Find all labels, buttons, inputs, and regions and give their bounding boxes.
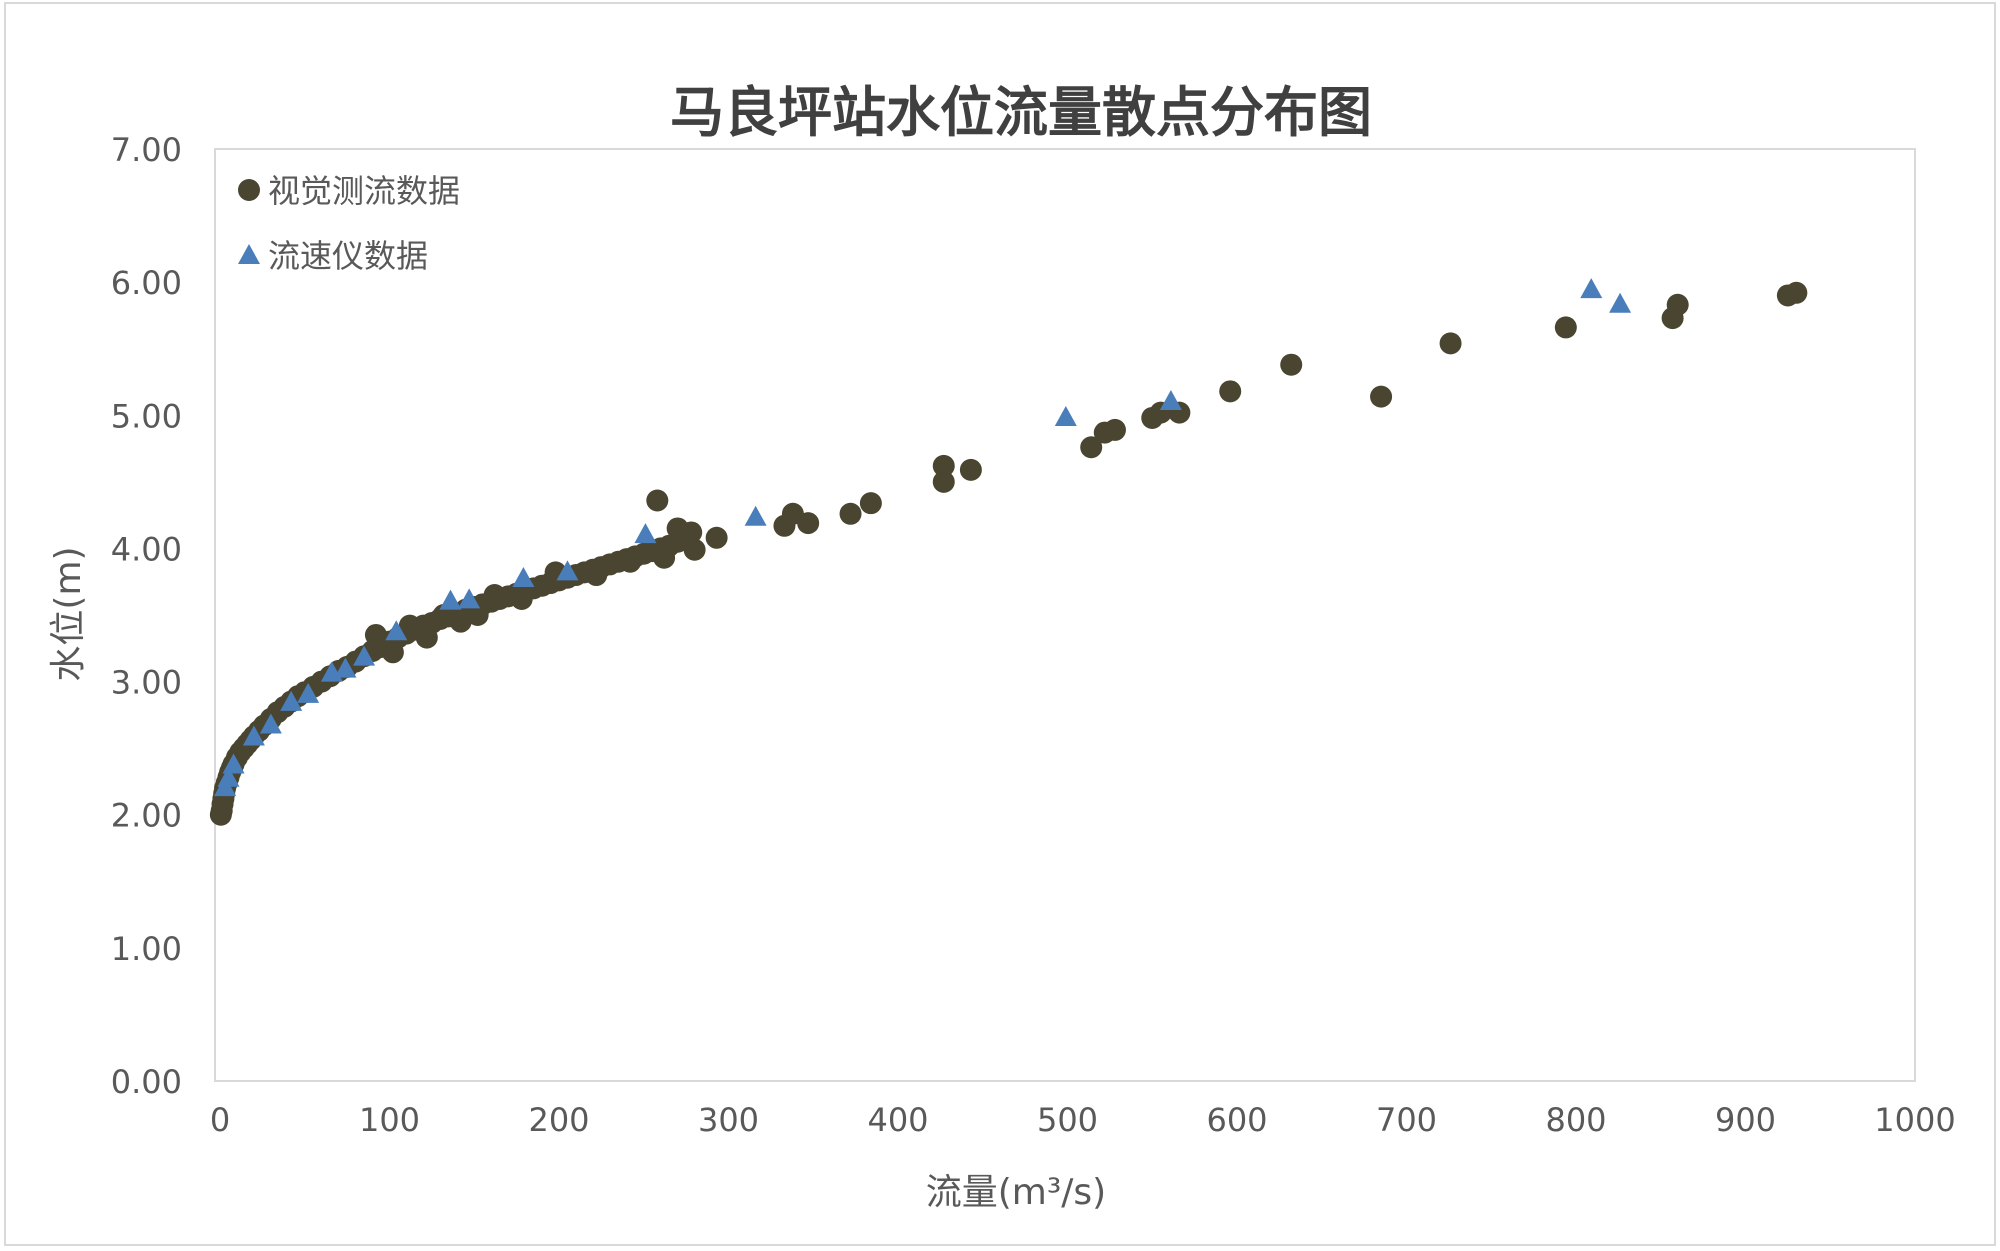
data-point-triangle — [512, 567, 535, 588]
legend-label-current-meter: 流速仪数据 — [268, 237, 428, 275]
x-tick-label: 0 — [210, 1101, 230, 1139]
data-point-triangle — [297, 682, 320, 703]
data-point-triangle — [744, 505, 767, 526]
data-point-circle — [959, 458, 982, 481]
legend: 视觉测流数据 流速仪数据 — [238, 172, 460, 275]
data-point-circle — [683, 538, 706, 561]
data-point-circle — [1080, 436, 1103, 459]
y-axis-label: 水位(m) — [48, 546, 89, 681]
data-point-circle — [1439, 332, 1462, 355]
x-tick-label: 100 — [359, 1101, 420, 1139]
data-point-triangle — [1609, 292, 1632, 313]
x-tick-label: 400 — [867, 1101, 928, 1139]
data-point-triangle — [242, 725, 265, 746]
data-point-circle — [705, 526, 728, 549]
data-point-circle — [797, 512, 820, 535]
y-tick-label: 3.00 — [111, 664, 182, 702]
series-current-meter — [214, 278, 1632, 797]
data-point-circle — [680, 521, 703, 544]
y-tick-label: 4.00 — [111, 530, 182, 568]
x-tick-label: 300 — [698, 1101, 759, 1139]
data-point-circle — [1280, 353, 1303, 376]
y-tick-label: 6.00 — [111, 264, 182, 302]
x-tick-label: 800 — [1545, 1101, 1606, 1139]
legend-label-visual: 视觉测流数据 — [268, 172, 460, 210]
data-point-triangle — [334, 657, 357, 678]
y-tick-label: 1.00 — [111, 930, 182, 968]
data-point-circle — [1785, 281, 1808, 304]
data-point-triangle — [280, 690, 303, 711]
data-point-triangle — [259, 713, 282, 734]
y-tick-label: 7.00 — [111, 131, 182, 169]
data-point-triangle — [1580, 278, 1603, 299]
data-point-circle — [1554, 316, 1577, 339]
data-point-circle — [1219, 380, 1242, 403]
x-tick-labels: 0 100 200 300 400 500 600 700 800 900 1000 — [210, 1101, 1956, 1139]
y-tick-labels: 0.00 1.00 2.00 3.00 4.00 5.00 6.00 7.00 — [111, 131, 182, 1101]
data-point-circle — [449, 610, 472, 633]
data-point-circle — [415, 626, 438, 649]
x-tick-label: 200 — [528, 1101, 589, 1139]
x-tick-label: 600 — [1206, 1101, 1267, 1139]
data-point-circle — [859, 492, 882, 515]
data-point-triangle — [1054, 405, 1077, 426]
data-point-circle — [510, 588, 533, 611]
data-point-triangle — [634, 523, 657, 544]
y-tick-label: 5.00 — [111, 397, 182, 435]
data-point-circle — [646, 489, 669, 512]
data-point-circle — [483, 584, 506, 607]
series-layer — [209, 278, 1808, 826]
legend-entry-visual: 视觉测流数据 — [238, 172, 460, 210]
data-point-circle — [619, 550, 642, 573]
data-point-triangle — [1159, 389, 1182, 410]
y-tick-label: 2.00 — [111, 797, 182, 835]
data-point-circle — [364, 623, 387, 646]
data-point-triangle — [458, 588, 481, 609]
legend-marker-circle — [238, 179, 260, 201]
y-tick-label: 0.00 — [111, 1063, 182, 1101]
data-point-circle — [398, 614, 421, 637]
data-point-circle — [466, 604, 489, 626]
legend-entry-current-meter: 流速仪数据 — [238, 237, 428, 275]
data-point-triangle — [353, 645, 376, 666]
data-point-triangle — [556, 560, 579, 581]
legend-marker-triangle — [238, 244, 260, 264]
data-point-triangle — [222, 753, 245, 774]
data-point-circle — [1103, 418, 1126, 441]
data-point-circle — [932, 470, 955, 493]
data-point-circle — [839, 502, 862, 525]
x-tick-label: 1000 — [1874, 1101, 1955, 1139]
data-point-circle — [653, 546, 676, 569]
chart-svg: 马良坪站水位流量散点分布图 0.00 1.00 2.00 3.00 4.00 5.00 6.… — [48, 81, 1956, 1213]
plot-area — [214, 148, 1916, 1082]
data-point-triangle — [217, 766, 240, 787]
x-axis-label: 流量(m³/s) — [926, 1172, 1106, 1213]
x-tick-label: 500 — [1037, 1101, 1098, 1139]
data-point-circle — [1370, 385, 1393, 408]
data-point-circle — [932, 454, 955, 477]
data-point-circle — [381, 641, 404, 664]
data-point-circle — [1666, 293, 1689, 316]
data-point-triangle — [385, 620, 408, 641]
x-tick-label: 700 — [1376, 1101, 1437, 1139]
chart-frame: 马良坪站水位流量散点分布图 0.00 1.00 2.00 3.00 4.00 5.00 6.… — [4, 2, 1996, 1246]
data-point-triangle — [439, 589, 462, 610]
data-point-circle — [585, 564, 608, 587]
chart-title: 马良坪站水位流量散点分布图 — [670, 81, 1372, 144]
x-tick-label: 900 — [1715, 1101, 1776, 1139]
